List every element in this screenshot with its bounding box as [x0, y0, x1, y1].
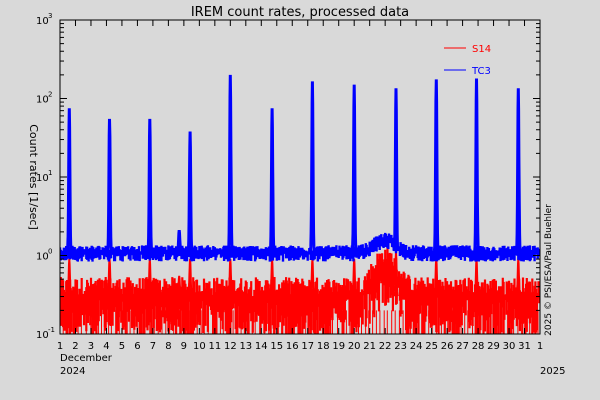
- x-tick-label-20: 21: [363, 341, 376, 352]
- series-dropouts-s14: [60, 310, 539, 334]
- x-tick-label-4: 5: [119, 341, 125, 352]
- x-tick-label-14: 15: [270, 341, 283, 352]
- x-tick-label-24: 25: [425, 341, 438, 352]
- x-tick-label-11: 12: [224, 341, 237, 352]
- x-month-label: December: [60, 353, 113, 364]
- x-tick-label-15: 16: [286, 341, 299, 352]
- y-tick-exp-2: 1: [48, 169, 52, 177]
- y-axis-label: Count rates [1/sec]: [27, 124, 40, 230]
- x-year-label: 2024: [60, 366, 85, 377]
- y-tick-label-4: 10: [36, 16, 49, 27]
- legend-label-tc3: TC3: [471, 66, 491, 77]
- x-tick-label-12: 13: [239, 341, 252, 352]
- x-tick-label-6: 7: [150, 341, 156, 352]
- spike-s14-3: [176, 275, 182, 297]
- x-tick-label-27: 28: [472, 341, 485, 352]
- x-tick-label-21: 22: [379, 341, 392, 352]
- y-tick-exp-1: 0: [48, 248, 52, 256]
- spike-tc3-9: [392, 88, 400, 252]
- chart-title: IREM count rates, processed data: [191, 5, 409, 20]
- x-tick-label-5: 6: [134, 341, 140, 352]
- x-tick-label-0: 1: [57, 341, 63, 352]
- x-tick-label-10: 11: [208, 341, 221, 352]
- x-tick-label-17: 18: [317, 341, 330, 352]
- spike-tc3-11: [473, 78, 480, 252]
- spike-tc3-5: [227, 74, 234, 252]
- y-tick-exp-4: 3: [48, 12, 52, 20]
- x-year-label-right: 2025: [540, 366, 565, 377]
- spike-tc3-1: [106, 118, 113, 252]
- x-tick-label-29: 30: [503, 341, 516, 352]
- x-tick-label-8: 9: [181, 341, 187, 352]
- spike-tc3-12: [515, 88, 522, 252]
- spike-tc3-10: [432, 79, 440, 252]
- spike-tc3-2: [146, 118, 154, 252]
- series-layer: [60, 74, 540, 334]
- y-tick-label-3: 10: [36, 95, 49, 106]
- x-tick-label-28: 29: [487, 341, 500, 352]
- series-s14: [60, 247, 540, 334]
- credit-text: 2025 © PSI/ESA/Paul Buehler: [544, 204, 554, 336]
- x-tick-label-13: 14: [255, 341, 268, 352]
- x-tick-label-22: 23: [394, 341, 407, 352]
- y-tick-label-2: 10: [36, 173, 49, 184]
- y-tick-exp-3: 2: [48, 91, 52, 99]
- x-tick-label-18: 19: [332, 341, 345, 352]
- spike-tc3-0: [65, 108, 73, 252]
- y-tick-label-1: 10: [36, 252, 49, 263]
- x-tick-label-3: 4: [103, 341, 109, 352]
- x-tick-label-25: 26: [441, 341, 454, 352]
- y-tick-exp-0: -1: [48, 326, 55, 334]
- x-tick-label-16: 17: [301, 341, 314, 352]
- series-band-s14: [60, 247, 540, 334]
- series-band-tc3: [60, 232, 540, 262]
- x-tick-label-7: 8: [165, 341, 171, 352]
- x-tick-label-2: 3: [88, 341, 94, 352]
- x-tick-label-19: 20: [348, 341, 361, 352]
- spike-tc3-7: [309, 81, 316, 252]
- legend-label-s14: S14: [472, 44, 491, 55]
- spike-tc3-8: [350, 84, 358, 252]
- x-tick-label-1: 2: [72, 341, 78, 352]
- x-tick-label-9: 10: [193, 341, 206, 352]
- y-tick-label-0: 10: [36, 330, 49, 341]
- x-tick-label-30: 31: [518, 341, 531, 352]
- spike-tc3-3: [176, 230, 183, 253]
- x-tick-label-23: 24: [410, 341, 423, 352]
- legend: S14 TC3: [444, 44, 491, 77]
- series-tc3: [60, 74, 540, 262]
- x-tick-label-31: 1: [537, 341, 543, 352]
- x-tick-label-26: 27: [456, 341, 469, 352]
- spike-tc3-6: [268, 108, 276, 252]
- spike-tc3-4: [186, 131, 194, 252]
- axis-layer: 10 -110 010 110 210 31 2 3 4 5 6 7 8 9 10 11 12 13 14 15 16 1…: [36, 12, 543, 352]
